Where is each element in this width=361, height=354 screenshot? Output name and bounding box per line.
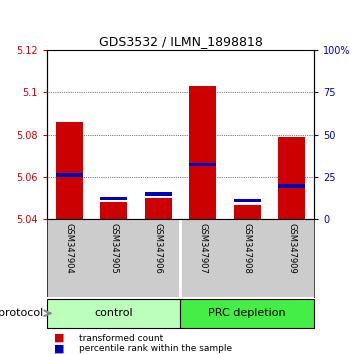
- Bar: [180, 299, 314, 328]
- Bar: [278, 137, 305, 219]
- Text: PRC depletion: PRC depletion: [208, 308, 286, 318]
- Bar: [100, 196, 127, 200]
- Bar: [56, 173, 83, 177]
- Bar: [278, 184, 305, 188]
- Text: protocol: protocol: [0, 308, 43, 318]
- Bar: [190, 162, 216, 166]
- Text: transformed count: transformed count: [79, 333, 164, 343]
- Bar: [190, 86, 216, 219]
- Text: GSM347906: GSM347906: [154, 223, 163, 274]
- Text: percentile rank within the sample: percentile rank within the sample: [79, 344, 232, 353]
- Bar: [145, 198, 171, 219]
- Bar: [234, 205, 261, 219]
- Text: control: control: [95, 308, 133, 318]
- Bar: [56, 122, 83, 219]
- Text: GSM347904: GSM347904: [65, 223, 74, 274]
- Text: ■: ■: [54, 333, 65, 343]
- Bar: [100, 202, 127, 219]
- Text: ■: ■: [54, 344, 65, 354]
- Title: GDS3532 / ILMN_1898818: GDS3532 / ILMN_1898818: [99, 35, 262, 48]
- Text: GSM347908: GSM347908: [243, 223, 252, 274]
- Bar: [47, 299, 180, 328]
- Text: GSM347909: GSM347909: [287, 223, 296, 274]
- Bar: [234, 199, 261, 202]
- Text: GSM347905: GSM347905: [109, 223, 118, 274]
- Text: GSM347907: GSM347907: [198, 223, 207, 274]
- Bar: [145, 192, 171, 196]
